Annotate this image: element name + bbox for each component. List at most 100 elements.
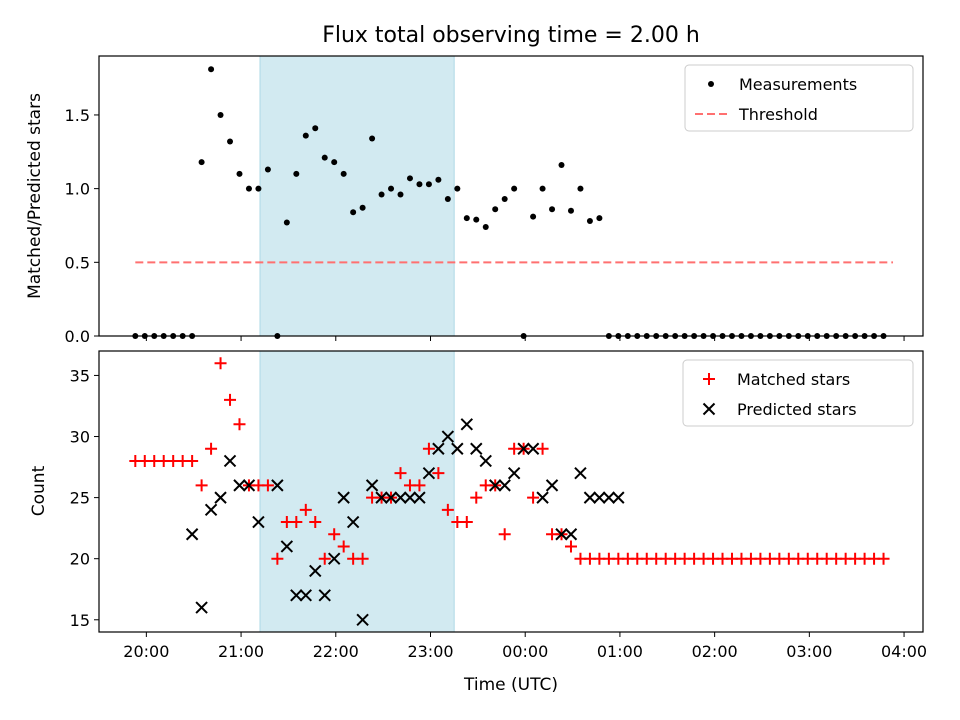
predicted-star-point bbox=[214, 491, 227, 504]
y-tick-label: 30 bbox=[70, 428, 90, 447]
matched-star-point bbox=[328, 528, 341, 541]
predicted-star-point bbox=[536, 491, 549, 504]
matched-star-point bbox=[186, 454, 199, 467]
measurement-point bbox=[596, 215, 603, 222]
predicted-star-point bbox=[337, 491, 350, 504]
measurement-point bbox=[217, 111, 224, 118]
axes-frame bbox=[98, 55, 924, 337]
predicted-star-point bbox=[233, 479, 246, 492]
measurement-point bbox=[473, 216, 480, 223]
matched-star-point bbox=[233, 418, 246, 431]
measurement-point bbox=[350, 209, 357, 216]
count-y-axis-label: Count bbox=[29, 465, 49, 516]
predicted-star-point bbox=[451, 442, 464, 455]
legend-box bbox=[684, 64, 914, 132]
measurement-point bbox=[406, 175, 413, 182]
series-predicted-stars bbox=[185, 418, 625, 626]
matched-star-point bbox=[527, 491, 540, 504]
predicted-star-point bbox=[318, 589, 331, 602]
matched-star-point bbox=[877, 552, 890, 565]
matched-star-point bbox=[432, 467, 445, 480]
measurement-point bbox=[359, 204, 366, 211]
matched-star-point bbox=[356, 552, 369, 565]
y-tick-label: 35 bbox=[70, 366, 90, 385]
predicted-star-point bbox=[271, 479, 284, 492]
legend-label: Matched stars bbox=[737, 370, 850, 389]
matched-star-point bbox=[413, 479, 426, 492]
measurement-point bbox=[444, 195, 451, 202]
x-axis-label: Time (UTC) bbox=[463, 675, 558, 695]
matched-star-point bbox=[498, 528, 511, 541]
legend: Measurements Threshold bbox=[684, 64, 914, 132]
measurement-point bbox=[539, 185, 546, 192]
measurement-point bbox=[501, 195, 508, 202]
predicted-star-point bbox=[413, 491, 426, 504]
predicted-star-point bbox=[441, 430, 455, 443]
measurement-point bbox=[340, 170, 347, 177]
y-tick-label: 20 bbox=[70, 550, 90, 569]
matched-star-point bbox=[309, 516, 322, 529]
predicted-star-point bbox=[479, 454, 492, 468]
predicted-star-point bbox=[327, 552, 341, 565]
predicted-star-point bbox=[583, 491, 597, 504]
measurement-point bbox=[255, 185, 262, 192]
measurement-point bbox=[454, 185, 461, 192]
predicted-star-point bbox=[526, 442, 540, 455]
predicted-star-point bbox=[545, 479, 559, 492]
measurement-point bbox=[293, 170, 300, 177]
matched-star-point bbox=[205, 442, 218, 455]
x-tick-label: 21:00 bbox=[218, 642, 264, 661]
series-matched-stars bbox=[129, 357, 890, 565]
matched-star-point bbox=[224, 393, 237, 406]
predicted-star-point bbox=[384, 491, 398, 504]
legend-matched-swatch bbox=[703, 373, 715, 385]
predicted-star-point bbox=[602, 491, 616, 504]
measurement-point bbox=[425, 181, 432, 188]
x-tick-label: 00:00 bbox=[502, 642, 548, 661]
measurement-point bbox=[463, 215, 470, 222]
legend-label: Predicted stars bbox=[737, 400, 857, 419]
predicted-star-point bbox=[564, 528, 578, 541]
predicted-star-point bbox=[507, 466, 521, 480]
predicted-star-point bbox=[517, 442, 530, 455]
x-tick-label: 04:00 bbox=[881, 642, 927, 661]
predicted-star-point bbox=[204, 503, 218, 517]
predicted-star-point bbox=[489, 479, 502, 492]
measurement-point bbox=[378, 191, 385, 198]
measurement-point bbox=[236, 170, 243, 177]
x-tick-label: 01:00 bbox=[597, 642, 643, 661]
legend-box bbox=[682, 359, 914, 427]
predicted-star-point bbox=[252, 515, 265, 529]
predicted-star-point bbox=[346, 515, 360, 529]
measurement-point bbox=[530, 213, 537, 220]
observing-window-span bbox=[259, 55, 455, 337]
predicted-star-point bbox=[403, 491, 417, 504]
x-tick-label: 03:00 bbox=[786, 642, 832, 661]
measurement-point bbox=[321, 154, 328, 161]
measurement-point bbox=[245, 185, 252, 192]
matched-star-point bbox=[394, 467, 407, 480]
series-measurements bbox=[132, 66, 887, 339]
predicted-star-point bbox=[365, 479, 379, 492]
matched-star-point bbox=[290, 516, 303, 529]
predicted-star-point bbox=[574, 466, 587, 480]
matched-star-point bbox=[470, 491, 483, 504]
predicted-star-point bbox=[470, 442, 483, 455]
ratio-panel: 0.0 0.5 1.0 1.5 Measurements Threshold bbox=[65, 55, 924, 346]
measurement-point bbox=[397, 191, 404, 198]
predicted-star-point bbox=[223, 454, 237, 468]
legend-measurement-swatch bbox=[708, 81, 714, 87]
matched-star-point bbox=[564, 540, 577, 553]
matched-star-point bbox=[195, 479, 208, 492]
measurement-point bbox=[331, 159, 338, 166]
matched-star-point bbox=[337, 540, 350, 553]
count-panel: 15 20 25 30 35 20:00 21:00 22:00 23:00 00:00 01:00… bbox=[70, 350, 927, 661]
measurement-point bbox=[198, 159, 205, 166]
matched-star-point bbox=[214, 357, 227, 370]
predicted-star-point bbox=[309, 564, 322, 578]
predicted-star-point bbox=[242, 479, 256, 492]
measurement-point bbox=[435, 176, 442, 183]
x-tick-label: 22:00 bbox=[313, 642, 359, 661]
predicted-star-point bbox=[422, 466, 436, 480]
